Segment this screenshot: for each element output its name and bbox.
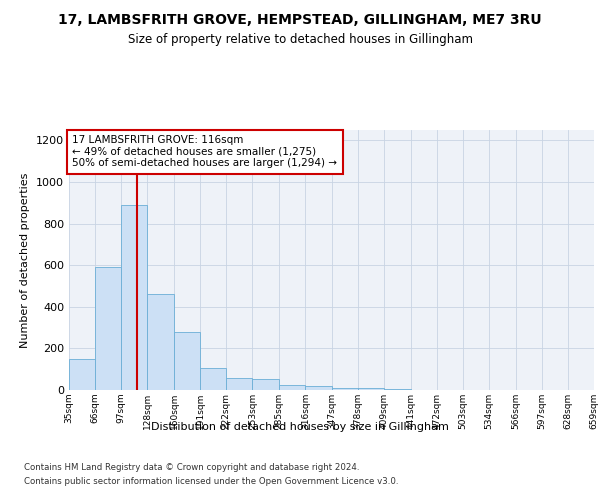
Text: Size of property relative to detached houses in Gillingham: Size of property relative to detached ho… [128, 32, 473, 46]
Text: Contains HM Land Registry data © Crown copyright and database right 2024.: Contains HM Land Registry data © Crown c… [24, 462, 359, 471]
Bar [358, 388, 383, 390]
Text: 17, LAMBSFRITH GROVE, HEMPSTEAD, GILLINGHAM, ME7 3RU: 17, LAMBSFRITH GROVE, HEMPSTEAD, GILLING… [58, 12, 542, 26]
Bar [383, 389, 410, 390]
Y-axis label: Number of detached properties: Number of detached properties [20, 172, 31, 348]
Bar [280, 385, 305, 390]
Bar [200, 368, 226, 390]
Text: 17 LAMBSFRITH GROVE: 116sqm
← 49% of detached houses are smaller (1,275)
50% of : 17 LAMBSFRITH GROVE: 116sqm ← 49% of det… [73, 135, 337, 168]
Text: Contains public sector information licensed under the Open Government Licence v3: Contains public sector information licen… [24, 478, 398, 486]
Bar [69, 359, 95, 390]
Bar [253, 378, 280, 390]
Bar [121, 205, 147, 390]
Bar [226, 378, 253, 390]
Bar [147, 294, 174, 390]
Bar [174, 332, 200, 390]
Bar [95, 268, 121, 390]
Bar [331, 388, 358, 390]
Bar [305, 386, 332, 390]
Text: Distribution of detached houses by size in Gillingham: Distribution of detached houses by size … [151, 422, 449, 432]
